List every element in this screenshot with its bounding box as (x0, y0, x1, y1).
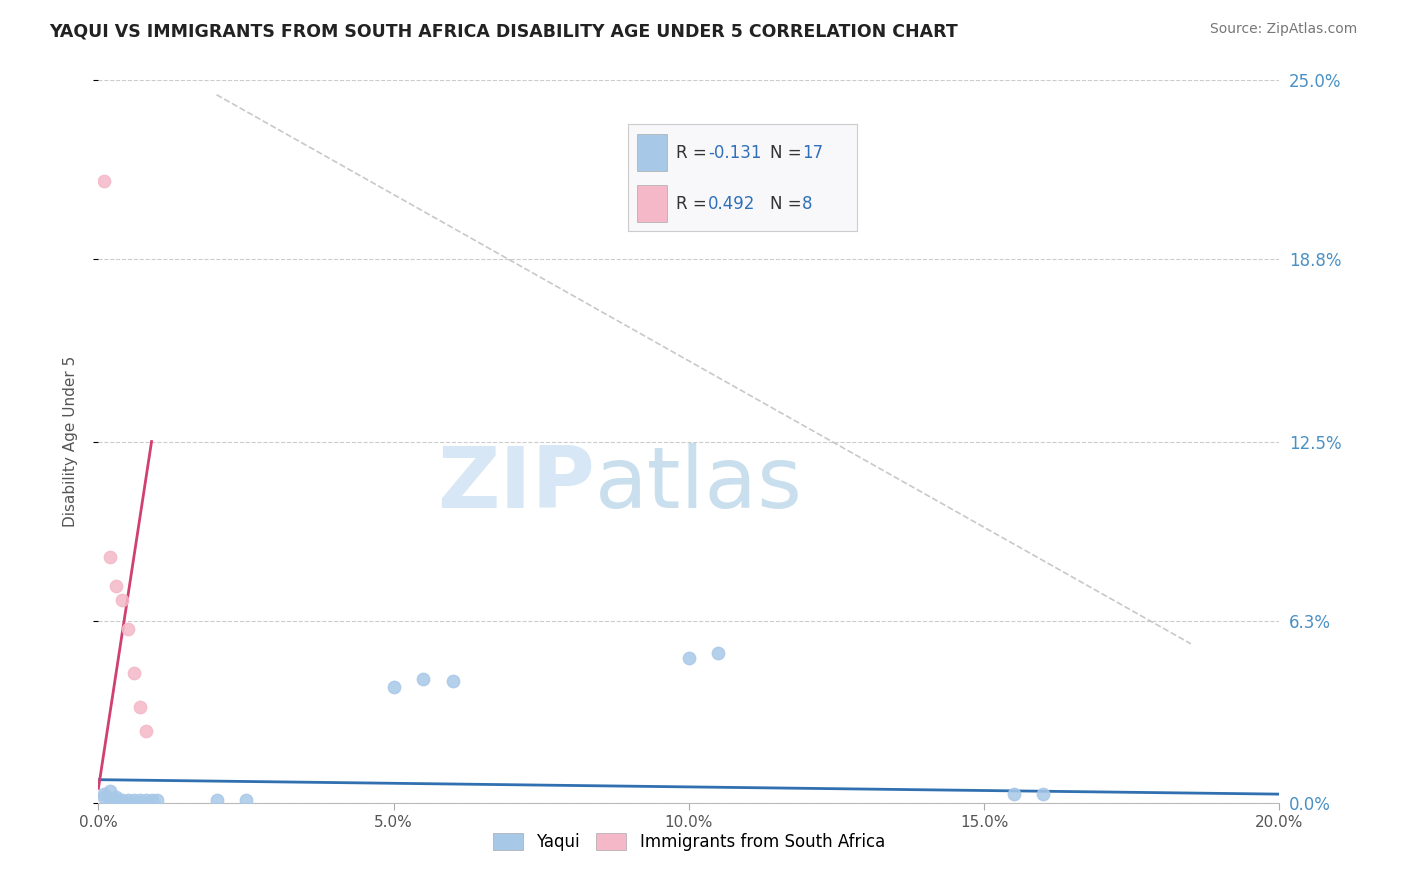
Point (117, 623, 139, 637)
Point (128, 793, 150, 807)
Point (141, 793, 163, 807)
Text: ZIP: ZIP (437, 443, 595, 526)
Point (135, 723, 157, 738)
Point (105, 579, 128, 593)
Text: 0.492: 0.492 (709, 195, 755, 213)
FancyBboxPatch shape (637, 185, 666, 222)
Point (93, 790, 115, 805)
Text: atlas: atlas (595, 443, 803, 526)
Legend: Yaqui, Immigrants from South Africa: Yaqui, Immigrants from South Africa (485, 825, 893, 860)
Text: -0.131: -0.131 (709, 144, 762, 162)
Point (98, 793, 121, 807)
Text: R =: R = (676, 144, 711, 162)
Point (111, 793, 134, 807)
Point (98, 550, 121, 565)
Point (1032, 787, 1054, 801)
Text: 8: 8 (801, 195, 813, 213)
Point (441, 674, 464, 689)
Point (205, 793, 228, 807)
Point (93, 174, 115, 188)
Text: 17: 17 (801, 144, 823, 162)
Point (122, 665, 145, 680)
Text: R =: R = (676, 195, 711, 213)
Text: N =: N = (770, 144, 807, 162)
Point (111, 593, 134, 607)
FancyBboxPatch shape (637, 134, 666, 171)
Point (135, 793, 157, 807)
Text: N =: N = (770, 195, 807, 213)
Text: YAQUI VS IMMIGRANTS FROM SOUTH AFRICA DISABILITY AGE UNDER 5 CORRELATION CHART: YAQUI VS IMMIGRANTS FROM SOUTH AFRICA DI… (49, 22, 957, 40)
Point (382, 680, 405, 694)
Y-axis label: Disability Age Under 5: Disability Age Under 5 (63, 356, 77, 527)
Point (412, 672, 434, 686)
Point (122, 793, 145, 807)
Point (98, 784, 121, 798)
Point (707, 646, 730, 660)
Point (93, 787, 115, 801)
Point (1002, 787, 1025, 801)
Point (146, 793, 169, 807)
Text: Source: ZipAtlas.com: Source: ZipAtlas.com (1209, 22, 1357, 37)
Point (117, 793, 139, 807)
Point (235, 793, 257, 807)
Point (105, 790, 128, 805)
Point (678, 651, 700, 665)
Point (105, 793, 128, 807)
Point (128, 700, 150, 714)
